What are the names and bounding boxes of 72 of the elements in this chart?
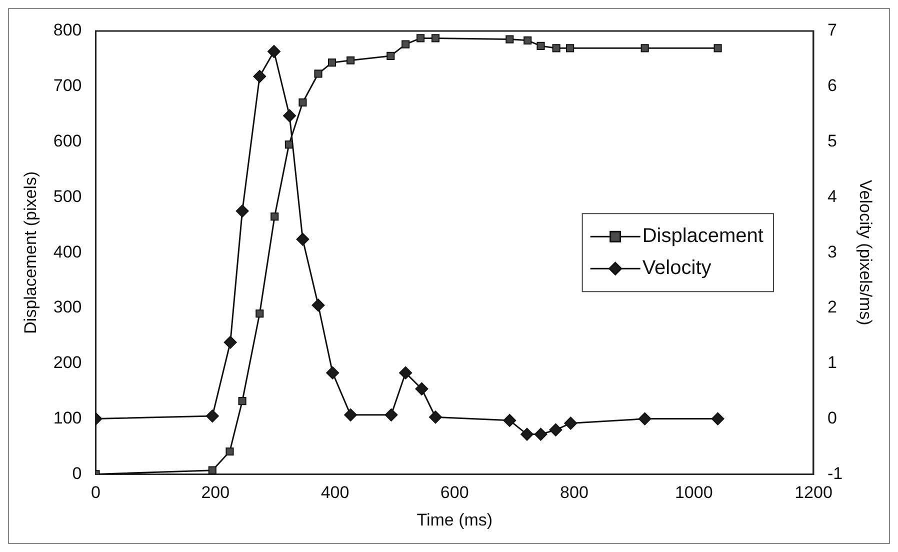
- x-tick-label: 1200: [794, 483, 832, 502]
- point: [714, 44, 722, 52]
- y2-tick-label: 0: [827, 408, 837, 428]
- point: [226, 447, 234, 456]
- y2-tick-label: 2: [827, 298, 837, 317]
- point: [640, 44, 649, 52]
- point: [506, 35, 514, 44]
- point: [536, 42, 545, 50]
- point: [253, 70, 266, 83]
- y2-tick-label: 5: [827, 131, 837, 150]
- y2-tick-label: 4: [827, 186, 837, 206]
- point: [346, 56, 355, 64]
- x-tick-label: 400: [320, 483, 350, 502]
- y2-tick-label: 1: [827, 353, 837, 372]
- y-tick-label: 0: [72, 464, 82, 483]
- y-axis-title: Displacement (pixels): [20, 171, 40, 334]
- point: [298, 98, 307, 106]
- point: [431, 34, 440, 42]
- point: [236, 204, 249, 218]
- point: [524, 36, 532, 44]
- point: [344, 408, 358, 422]
- point: [386, 52, 395, 60]
- x-tick-label: 1000: [674, 483, 713, 502]
- y2-tick-label: 7: [827, 20, 837, 40]
- point: [256, 310, 264, 318]
- x-tick-label: 0: [91, 483, 100, 502]
- point: [711, 412, 724, 426]
- legend-label: Displacement: [642, 225, 764, 248]
- y2-tick-label: 6: [827, 76, 837, 96]
- point: [520, 428, 534, 441]
- point: [314, 70, 322, 78]
- point: [326, 366, 340, 380]
- point: [312, 298, 325, 312]
- x-tick-label: 800: [560, 483, 588, 502]
- y2-tick-label: 3: [827, 242, 837, 262]
- point: [638, 412, 652, 426]
- point: [328, 58, 336, 67]
- y-tick-label: 600: [53, 131, 82, 150]
- point: [238, 397, 246, 406]
- y2-tick-label: -1: [827, 464, 843, 483]
- x-axis-title: Time (ms): [416, 510, 493, 530]
- point: [566, 44, 574, 52]
- point: [296, 232, 310, 246]
- point: [384, 408, 398, 422]
- point: [208, 466, 216, 474]
- point: [549, 423, 562, 436]
- point: [503, 414, 516, 427]
- y-tick-label: 200: [53, 353, 82, 372]
- point: [428, 410, 442, 424]
- y2-axis-title: Velocity (pixels/ms): [856, 180, 876, 326]
- point: [224, 336, 237, 349]
- point: [534, 428, 548, 441]
- y-tick-label: 400: [53, 242, 82, 262]
- point: [270, 212, 279, 221]
- point: [283, 109, 296, 122]
- point: [206, 410, 219, 423]
- point: [402, 40, 410, 48]
- y-tick-label: 700: [53, 76, 82, 96]
- x-tick-label: 600: [440, 483, 469, 502]
- y-tick-label: 800: [53, 20, 82, 40]
- point: [415, 382, 428, 396]
- x-tick-label: 200: [201, 483, 230, 502]
- y-tick-label: 100: [53, 408, 82, 428]
- legend-label: Velocity: [642, 257, 712, 280]
- point: [416, 34, 425, 42]
- point: [564, 416, 578, 430]
- point: [284, 140, 293, 149]
- point: [268, 45, 280, 58]
- point: [399, 366, 412, 380]
- y-tick-label: 500: [53, 186, 82, 206]
- point: [552, 44, 560, 52]
- y-tick-label: 300: [53, 298, 82, 317]
